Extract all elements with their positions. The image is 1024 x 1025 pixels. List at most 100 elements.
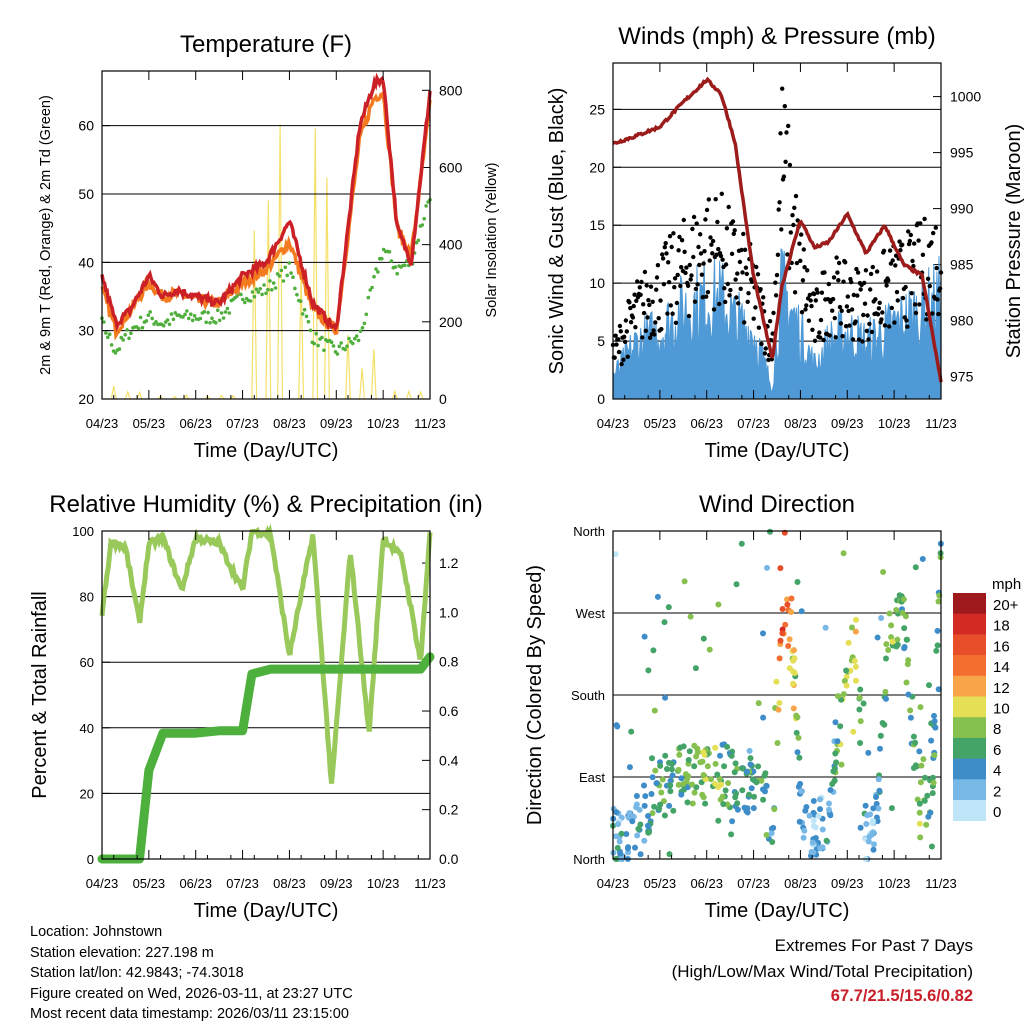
direction-point (901, 645, 908, 652)
gust-point (783, 159, 788, 164)
dewpoint-point (268, 279, 272, 283)
station-location: Location: Johnstown (30, 924, 163, 940)
gust-point (673, 320, 679, 325)
direction-point (916, 748, 923, 755)
legend-swatch (953, 779, 986, 801)
direction-point (708, 776, 714, 783)
direction-point (812, 835, 819, 841)
gust-point (913, 310, 919, 316)
direction-point (880, 569, 887, 575)
gust-point (742, 320, 747, 325)
gust-point (793, 193, 799, 199)
y-tick-label: 60 (80, 655, 94, 670)
dewpoint-point (300, 312, 305, 316)
gust-point (865, 313, 870, 318)
direction-point (827, 787, 834, 793)
dewpoint-point (270, 288, 274, 292)
gust-point (877, 300, 882, 305)
direction-point (624, 845, 631, 852)
dewpoint-point (123, 333, 127, 337)
dewpoint-point (420, 223, 425, 227)
direction-point (790, 657, 797, 664)
direction-point (774, 740, 781, 746)
dewpoint-point (138, 315, 143, 320)
y-tick-label: 10 (589, 275, 605, 291)
direction-point (851, 658, 858, 664)
direction-point (750, 768, 757, 775)
dewpoint-point (248, 299, 253, 303)
direction-point (810, 817, 817, 824)
y-tick-label: 20 (80, 786, 94, 801)
gust-point (790, 213, 795, 218)
y2-tick-label: 1.2 (439, 555, 459, 571)
panel-title: Temperature (F) (180, 31, 352, 58)
direction-point (902, 613, 909, 620)
gust-point (794, 260, 800, 266)
gust-point (791, 222, 796, 228)
gust-point (868, 271, 874, 277)
dewpoint-point (190, 318, 195, 323)
dewpoint-point (109, 343, 114, 347)
gust-point (641, 302, 646, 307)
dewpoint-point (183, 312, 187, 317)
station-elevation: Station elevation: 227.198 m (30, 944, 214, 961)
direction-point (822, 624, 829, 631)
direction-point (900, 596, 907, 603)
gust-point (785, 252, 790, 257)
gust-point (931, 230, 936, 236)
gust-point (887, 324, 892, 329)
gust-point (704, 294, 709, 299)
direction-point (764, 564, 770, 571)
direction-point (652, 767, 659, 774)
extremes-values: 67.7/21.5/15.6/0.82 (830, 987, 973, 1005)
gust-point (904, 318, 909, 323)
direction-point (829, 781, 836, 787)
x-tick-label: 08/23 (784, 416, 817, 431)
x-tick-label: 07/23 (226, 876, 259, 891)
gust-point (753, 305, 758, 310)
direction-point (641, 633, 648, 640)
gust-point (910, 258, 915, 264)
extremes-subtitle: (High/Low/Max Wind/Total Precipitation) (671, 961, 973, 981)
gust-point (638, 292, 643, 297)
direction-point (758, 777, 765, 784)
dewpoint-point (221, 316, 226, 320)
direction-point (658, 789, 665, 796)
gust-point (693, 286, 699, 292)
dewpoint-point (308, 328, 313, 333)
direction-point (642, 793, 649, 800)
direction-point (612, 551, 619, 558)
direction-point (857, 718, 864, 725)
gust-point (644, 283, 649, 288)
gust-point (668, 303, 673, 308)
gust-point (811, 291, 817, 297)
gust-point (838, 321, 844, 326)
direction-point (877, 745, 883, 752)
solar-series (110, 124, 424, 400)
direction-point (724, 743, 731, 750)
gust-point (930, 311, 935, 316)
gust-point (797, 241, 802, 246)
gust-point (624, 329, 629, 334)
direction-point (649, 774, 656, 781)
direction-point (775, 706, 782, 713)
gust-point (786, 123, 791, 129)
y-tick-label: 30 (78, 323, 94, 339)
direction-point (635, 825, 642, 832)
gust-point (639, 279, 644, 285)
gust-point (708, 235, 713, 240)
panel-title: Winds (mph) & Pressure (mb) (618, 23, 935, 50)
gust-point (728, 287, 733, 293)
gust-point (732, 228, 737, 233)
direction-point (907, 707, 914, 714)
gust-point (830, 308, 835, 313)
direction-point (873, 794, 879, 800)
direction-point (687, 613, 694, 620)
gust-point (702, 249, 707, 254)
direction-point (744, 768, 750, 775)
dewpoint-point (302, 307, 307, 312)
direction-point (676, 751, 683, 758)
gust-point (799, 232, 804, 237)
x-tick-label: 04/23 (597, 876, 630, 891)
gust-point (730, 219, 736, 224)
